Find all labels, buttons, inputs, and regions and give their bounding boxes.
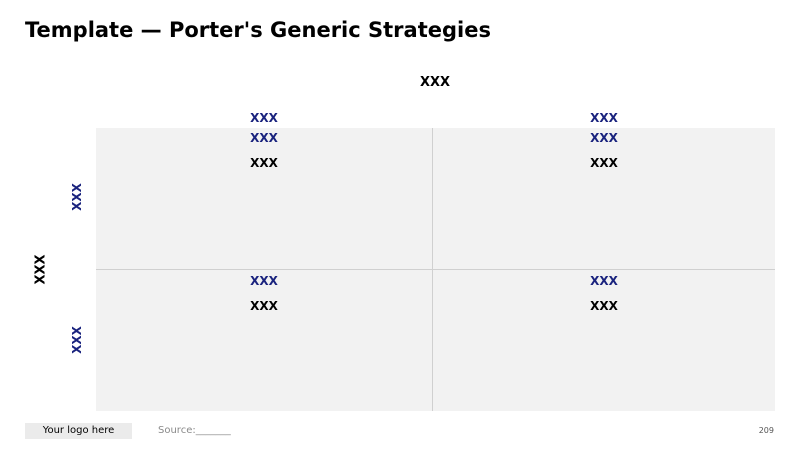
column-header-left: XXX bbox=[250, 111, 278, 125]
column-header-right: XXX bbox=[590, 111, 618, 125]
strategy-matrix: XXX XXX XXX XXX XXX XXX XXX XXX bbox=[96, 128, 775, 411]
cell-top-left-text: XXX bbox=[250, 156, 278, 170]
cell-bottom-left-text: XXX bbox=[250, 299, 278, 313]
cell-top-right-title: XXX bbox=[590, 131, 618, 145]
cell-bottom-left-title: XXX bbox=[250, 274, 278, 288]
page-title: Template — Porter's Generic Strategies bbox=[25, 18, 491, 42]
left-axis-label: XXX bbox=[33, 254, 49, 285]
row-label-top: XXX bbox=[70, 183, 84, 211]
matrix-horizontal-divider bbox=[96, 269, 775, 270]
cell-top-left-title: XXX bbox=[250, 131, 278, 145]
logo-placeholder: Your logo here bbox=[25, 423, 132, 439]
top-axis-label: XXX bbox=[419, 75, 451, 90]
cell-bottom-right-text: XXX bbox=[590, 299, 618, 313]
cell-top-right-text: XXX bbox=[590, 156, 618, 170]
source-note: Source:_______ bbox=[158, 425, 231, 436]
row-label-bottom: XXX bbox=[70, 326, 84, 354]
page-number: 209 bbox=[758, 426, 774, 435]
cell-bottom-right-title: XXX bbox=[590, 274, 618, 288]
